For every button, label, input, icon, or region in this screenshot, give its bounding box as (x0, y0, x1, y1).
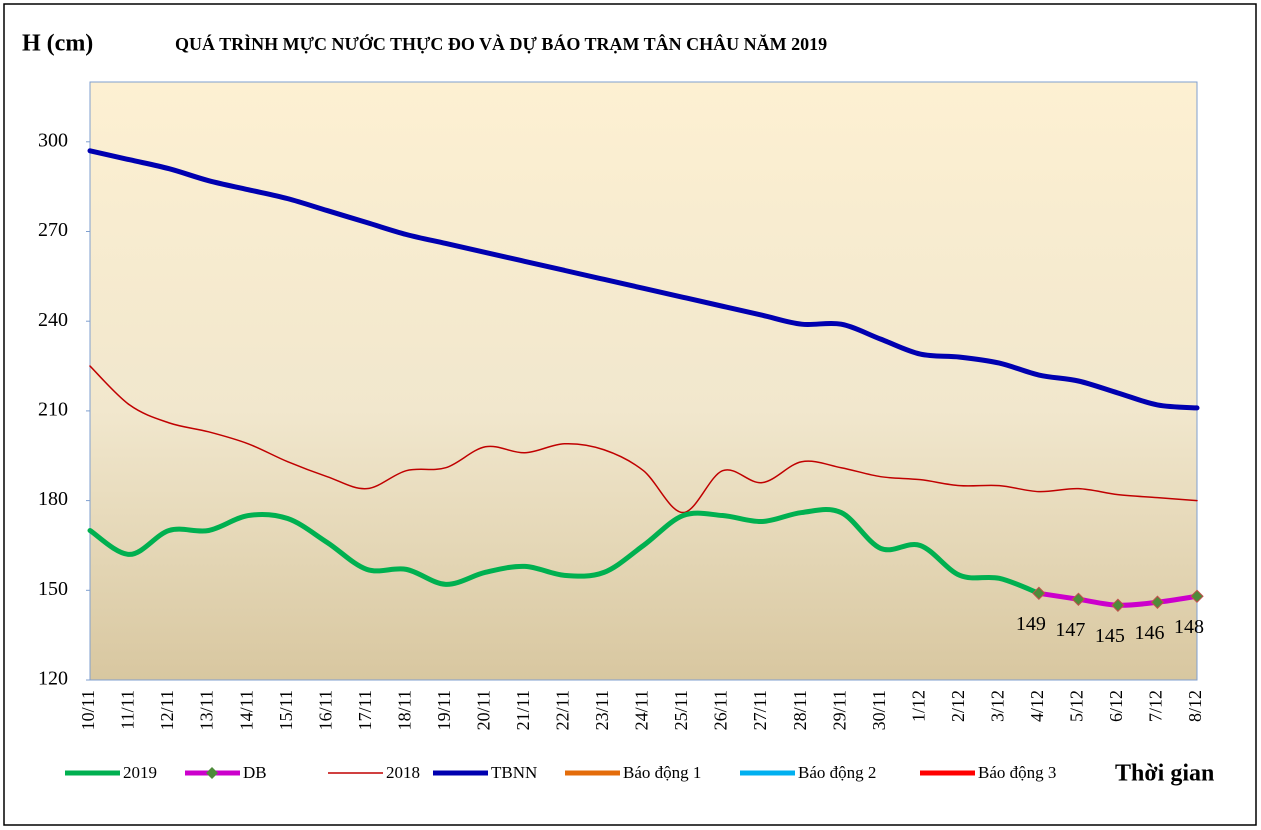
chart-title: QUÁ TRÌNH MỰC NƯỚC THỰC ĐO VÀ DỰ BÁO TRẠ… (175, 33, 827, 54)
point-marker (1190, 589, 1204, 603)
x-tick-label: 30/11 (869, 690, 889, 730)
x-tick-label: 7/12 (1146, 690, 1166, 722)
legend-label: TBNN (491, 763, 537, 782)
x-tick-label: 6/12 (1106, 690, 1126, 722)
y-axis-label: H (cm) (22, 31, 93, 57)
y-tick-label: 120 (38, 668, 68, 690)
data-label: 148 (1174, 616, 1204, 638)
x-tick-label: 8/12 (1185, 690, 1205, 722)
series-line (87, 148, 1200, 411)
legend-label: 2019 (123, 763, 157, 782)
x-tick-label: 14/11 (236, 690, 256, 730)
x-tick-label: 27/11 (750, 690, 770, 730)
x-tick-label: 25/11 (671, 690, 691, 730)
x-tick-label: 23/11 (592, 690, 612, 730)
series-line (87, 507, 1042, 596)
x-tick-label: 24/11 (632, 690, 652, 730)
x-tick-label: 20/11 (473, 690, 493, 730)
x-tick-label: 16/11 (315, 690, 335, 730)
x-tick-label: 3/12 (987, 690, 1007, 722)
legend-label: Báo động 1 (623, 763, 701, 782)
x-tick-label: 17/11 (355, 690, 375, 730)
data-label: 145 (1095, 625, 1125, 647)
data-label: 146 (1134, 622, 1164, 644)
x-tick-label: 12/11 (157, 690, 177, 730)
x-tick-label: 29/11 (829, 690, 849, 730)
x-tick-label: 1/12 (908, 690, 928, 722)
x-tick-label: 18/11 (394, 690, 414, 730)
y-tick-label: 240 (38, 309, 68, 331)
x-tick-label: 11/11 (118, 690, 138, 730)
x-tick-label: 15/11 (276, 690, 296, 730)
x-tick-label: 2/12 (948, 690, 968, 722)
y-tick-label: 210 (38, 398, 68, 420)
x-axis-label: Thời gian (1115, 761, 1214, 787)
point-marker (1150, 595, 1165, 609)
x-tick-label: 28/11 (790, 690, 810, 730)
series-line (89, 365, 1198, 514)
x-tick-label: 13/11 (197, 690, 217, 730)
data-label: 147 (1055, 619, 1085, 641)
y-tick-label: 150 (38, 578, 68, 600)
point-marker (1032, 586, 1046, 600)
x-tick-label: 4/12 (1027, 690, 1047, 722)
point-marker (1111, 598, 1125, 612)
x-tick-label: 5/12 (1067, 690, 1087, 722)
legend-label: Báo động 3 (978, 763, 1056, 782)
x-tick-label: 19/11 (434, 690, 454, 730)
legend-label: 2018 (386, 763, 420, 782)
x-tick-label: 26/11 (711, 690, 731, 730)
y-tick-label: 180 (38, 488, 68, 510)
data-label: 149 (1016, 613, 1046, 635)
x-tick-label: 22/11 (553, 690, 573, 730)
legend-marker (206, 767, 218, 779)
legend-label: DB (243, 763, 267, 782)
legend-label: Báo động 2 (798, 763, 876, 782)
x-tick-label: 21/11 (513, 690, 533, 730)
y-tick-label: 270 (38, 219, 68, 241)
x-tick-label: 10/11 (78, 690, 98, 730)
y-tick-label: 300 (38, 129, 68, 151)
point-marker (1071, 592, 1086, 606)
